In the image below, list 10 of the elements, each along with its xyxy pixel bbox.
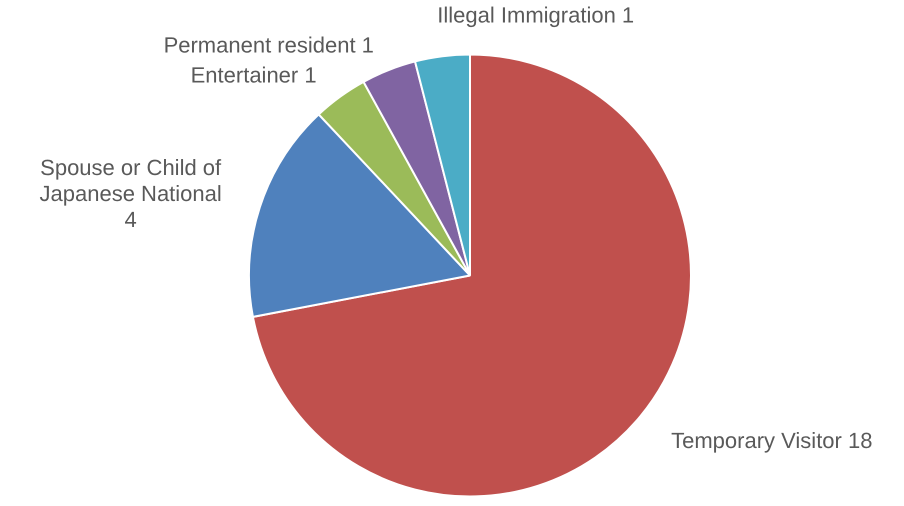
data-label: 1 [622, 2, 634, 28]
slice-label: Spouse or Child of Japanese National [40, 154, 222, 206]
slice-label: Entertainer [190, 62, 298, 88]
slice-label: Permanent resident [164, 32, 356, 58]
data-label: 4 [124, 206, 137, 232]
data-label: 1 [304, 62, 317, 88]
data-label: 18 [848, 428, 872, 453]
data-label: 1 [362, 32, 374, 58]
slice-label: Illegal Immigration [437, 2, 616, 28]
slice-label: Temporary Visitor [671, 428, 842, 453]
